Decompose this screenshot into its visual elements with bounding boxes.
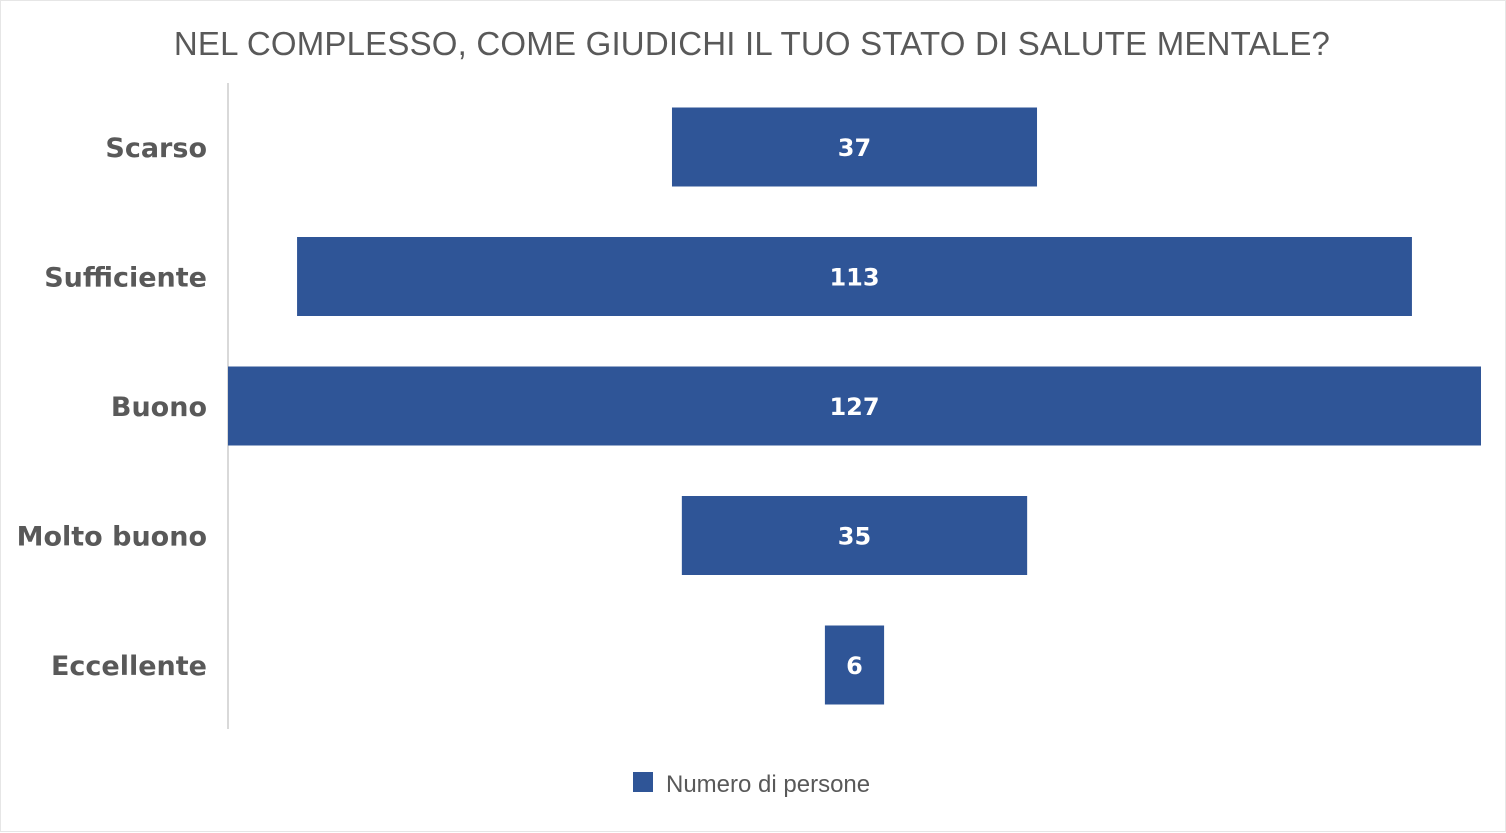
category-label: Sufficiente	[44, 263, 207, 294]
legend-label: Numero di persone	[666, 771, 870, 798]
data-label: 127	[829, 393, 879, 421]
bar-scarso	[671, 107, 1038, 187]
chart-title: NEL COMPLESSO, COME GIUDICHI IL TUO STAT…	[174, 25, 1330, 62]
bar-molto-buono	[681, 496, 1028, 575]
bar-sufficiente	[297, 237, 1412, 316]
category-label: Buono	[111, 392, 207, 423]
data-label: 6	[846, 652, 863, 680]
bars-group: Scarso 37 Sufficiente 113 Buono 127 Molto buon…	[17, 107, 1481, 705]
bar-eccellente	[824, 625, 885, 705]
category-label: Scarso	[105, 133, 207, 164]
data-label: 35	[838, 523, 871, 551]
bar-buono	[228, 366, 1481, 446]
category-label: Molto buono	[17, 522, 207, 553]
data-label: 37	[838, 134, 871, 162]
legend: Numero di persone	[633, 771, 870, 798]
legend-swatch	[633, 772, 653, 792]
data-label: 113	[829, 264, 879, 292]
category-label: Eccellente	[51, 651, 207, 682]
